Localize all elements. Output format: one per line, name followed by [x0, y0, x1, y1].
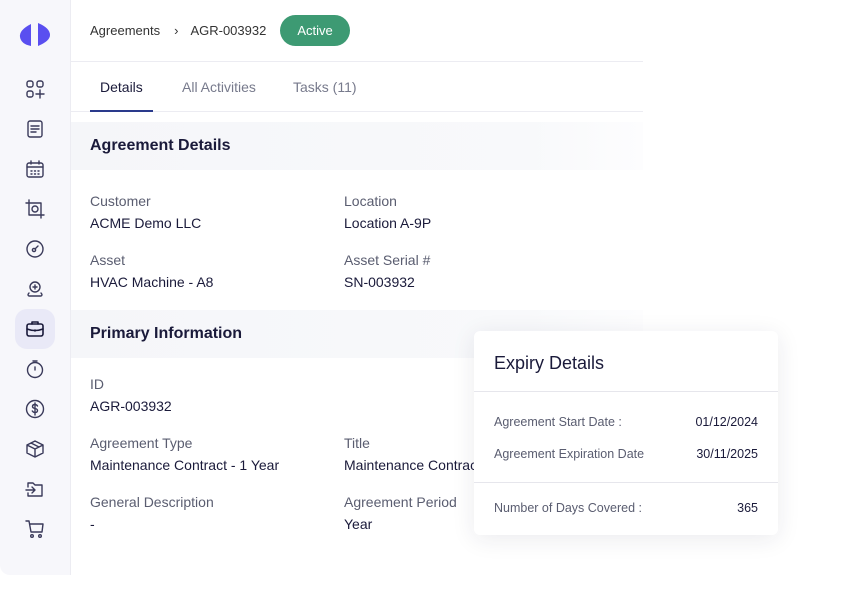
- box-icon: [26, 440, 44, 458]
- document-icon: [27, 120, 43, 138]
- field-asset: Asset HVAC Machine - A8: [90, 252, 214, 290]
- field-id: ID AGR-003932: [90, 376, 172, 414]
- agreement-details-header: Agreement Details: [71, 122, 643, 170]
- dashboard-add-icon: [26, 80, 45, 99]
- app-logo[interactable]: [19, 22, 51, 48]
- sidebar-item-calendar[interactable]: [15, 149, 55, 189]
- sidebar-item-agreements[interactable]: [15, 309, 55, 349]
- expiry-details-card: Expiry Details Agreement Start Date :01/…: [474, 331, 778, 535]
- dollar-icon: [25, 399, 45, 419]
- field-agreement-period: Agreement Period Year: [344, 494, 457, 532]
- sidebar-item-timer[interactable]: [15, 349, 55, 389]
- sidebar-item-scan[interactable]: [15, 189, 55, 229]
- field-general-description: General Description -: [90, 494, 214, 532]
- tab-bar: Details All Activities Tasks (11): [71, 61, 643, 112]
- sidebar-item-inventory[interactable]: [15, 429, 55, 469]
- expiry-details-title: Expiry Details: [474, 331, 778, 392]
- scan-icon: [25, 199, 45, 219]
- calendar-icon: [26, 160, 44, 178]
- cart-icon: [25, 520, 44, 538]
- sidebar-item-billing[interactable]: [15, 389, 55, 429]
- field-title: Title Maintenance Contract: [344, 435, 481, 473]
- divider: [474, 482, 778, 483]
- field-location: Location Location A-9P: [344, 193, 432, 231]
- briefcase-icon: [26, 321, 44, 337]
- sidebar: [0, 0, 71, 575]
- status-badge: Active: [280, 15, 350, 46]
- breadcrumb-current: AGR-003932: [190, 23, 267, 38]
- sidebar-item-import[interactable]: [15, 469, 55, 509]
- timer-icon: [26, 360, 44, 379]
- field-agreement-type: Agreement Type Maintenance Contract - 1 Y…: [90, 435, 280, 473]
- breadcrumb: Agreements › AGR-003932 Active: [90, 15, 350, 46]
- tab-details[interactable]: Details: [90, 62, 153, 112]
- chevron-right-icon: ›: [174, 23, 179, 38]
- gauge-icon: [26, 240, 44, 258]
- tab-tasks[interactable]: Tasks (11): [293, 79, 357, 95]
- sidebar-item-locations[interactable]: [15, 269, 55, 309]
- sidebar-item-gauge[interactable]: [15, 229, 55, 269]
- sidebar-item-documents[interactable]: [15, 109, 55, 149]
- expiry-row-expiration-date: Agreement Expiration Date 30/11/2025: [494, 447, 758, 461]
- tab-all-activities[interactable]: All Activities: [182, 79, 256, 95]
- expiry-row-start-date: Agreement Start Date :01/12/2024: [494, 415, 758, 429]
- folder-import-icon: [25, 482, 43, 497]
- sidebar-item-dashboard[interactable]: [15, 69, 55, 109]
- location-add-icon: [27, 281, 43, 297]
- field-customer: Customer ACME Demo LLC: [90, 193, 202, 231]
- expiry-row-days-covered: Number of Days Covered :365: [494, 501, 758, 515]
- field-asset-serial: Asset Serial # SN-003932: [344, 252, 431, 290]
- breadcrumb-parent-link[interactable]: Agreements: [90, 23, 161, 38]
- sidebar-item-cart[interactable]: [15, 509, 55, 549]
